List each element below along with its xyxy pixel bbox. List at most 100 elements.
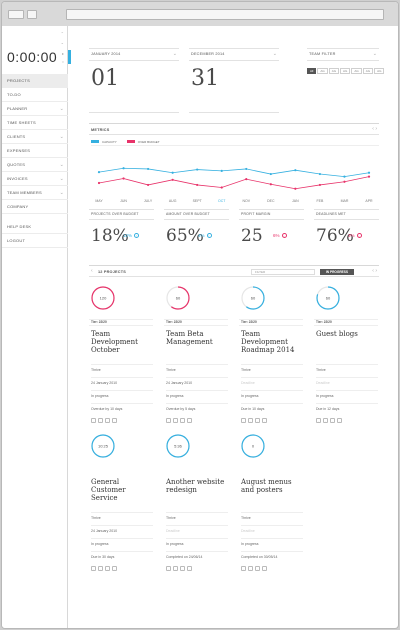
projects-filter-input[interactable]: Filter <box>251 269 315 275</box>
team-filter-option[interactable]: AG <box>317 68 328 74</box>
projects-status-button[interactable]: In progress <box>320 269 354 275</box>
data-point-capacity[interactable] <box>367 171 371 174</box>
team-filter-option[interactable]: AG <box>374 68 385 74</box>
people-icon[interactable]: · <box>105 418 110 423</box>
data-point-capacity[interactable] <box>245 167 248 171</box>
projects-nav-icon[interactable]: ‹ › <box>372 268 377 274</box>
team-filter-option[interactable]: All <box>307 68 317 74</box>
archive-icon[interactable]: · <box>187 418 192 423</box>
people-icon[interactable]: · <box>255 566 260 571</box>
chevron-down-icon[interactable]: ⌄ <box>272 51 277 57</box>
edit-icon[interactable]: · <box>166 418 171 423</box>
team-filter-option[interactable]: AG <box>328 68 340 74</box>
sidebar-item-planner[interactable]: Planner ⌄ <box>2 102 68 116</box>
sidebar-item-clients[interactable]: Clients ⌄ <box>2 130 68 144</box>
chevron-down-icon[interactable]: ⌄ <box>172 51 177 57</box>
metrics-nav-icon[interactable]: ‹ › <box>372 126 377 132</box>
sidebar-item-company[interactable]: Company <box>2 200 68 214</box>
data-point-over-budget[interactable] <box>269 183 272 186</box>
people-icon[interactable]: · <box>330 418 335 423</box>
team-filter-option[interactable]: AG <box>351 68 362 74</box>
archive-icon[interactable]: · <box>187 566 192 571</box>
data-point-over-budget[interactable] <box>318 183 322 187</box>
sidebar-item-time-sheets[interactable]: Time sheets <box>2 116 68 130</box>
timer-up-icon[interactable]: ⌃ <box>60 31 64 36</box>
edit-icon[interactable]: · <box>91 418 96 423</box>
project-title[interactable]: Guest blogs <box>316 330 358 338</box>
data-point-capacity[interactable] <box>294 169 297 172</box>
project-tier: Tier: 22/20 <box>166 320 182 324</box>
time-icon[interactable]: · <box>173 418 178 423</box>
browser-forward-button[interactable] <box>27 10 37 19</box>
timer-play-icon[interactable]: ▸ <box>61 51 64 56</box>
edit-icon[interactable]: · <box>316 418 321 423</box>
people-icon[interactable]: · <box>105 566 110 571</box>
team-filter-option[interactable]: AG <box>362 68 374 74</box>
start-date-picker[interactable]: January 2014 ⌄ 01 <box>89 48 179 118</box>
data-point-capacity[interactable] <box>269 172 272 176</box>
people-icon[interactable]: · <box>180 566 185 571</box>
end-month-label: December 2014 <box>191 52 225 56</box>
data-point-capacity[interactable] <box>122 167 125 170</box>
browser-address-bar[interactable] <box>66 9 384 20</box>
data-point-capacity[interactable] <box>97 171 101 174</box>
time-icon[interactable]: · <box>98 566 103 571</box>
x-tick-label: MAY <box>95 199 103 203</box>
archive-icon[interactable]: · <box>262 566 267 571</box>
archive-icon[interactable]: · <box>337 418 342 423</box>
data-point-capacity[interactable] <box>146 167 150 171</box>
edit-icon[interactable]: · <box>166 566 171 571</box>
progress-ring-value: 10:25 <box>98 444 109 449</box>
edit-icon[interactable]: · <box>241 566 246 571</box>
data-point-over-budget[interactable] <box>220 186 223 189</box>
chevron-down-icon[interactable]: ⌄ <box>372 51 377 57</box>
project-title[interactable]: Another website redesign <box>166 478 225 494</box>
project-title[interactable]: Team Development October <box>91 330 138 354</box>
sidebar-item-invoices[interactable]: Invoices ⌄ <box>2 172 68 186</box>
sidebar-item-expenses[interactable]: Expenses <box>2 144 68 158</box>
project-title[interactable]: Team Beta Management <box>166 330 213 346</box>
archive-icon[interactable]: · <box>112 566 117 571</box>
data-point-capacity[interactable] <box>196 168 199 171</box>
people-icon[interactable]: · <box>255 418 260 423</box>
time-icon[interactable]: · <box>98 418 103 423</box>
data-point-capacity[interactable] <box>220 169 223 172</box>
chevron-left-icon[interactable]: ‹ <box>91 268 93 274</box>
data-point-over-budget[interactable] <box>146 183 150 187</box>
data-point-over-budget[interactable] <box>171 178 174 181</box>
data-point-over-budget[interactable] <box>294 187 297 190</box>
project-title[interactable]: Team Development Roadmap 2014 <box>241 330 295 354</box>
data-point-capacity[interactable] <box>171 171 174 174</box>
project-date: Deadline <box>241 525 303 537</box>
data-point-over-budget[interactable] <box>367 175 371 178</box>
project-title[interactable]: General Customer Service <box>91 478 126 502</box>
timer-down-icon[interactable]: ⌄ <box>60 40 64 45</box>
data-point-over-budget[interactable] <box>97 181 101 185</box>
data-point-over-budget[interactable] <box>122 177 125 180</box>
data-point-over-budget[interactable] <box>245 178 248 181</box>
browser-back-button[interactable] <box>8 10 24 19</box>
archive-icon[interactable]: · <box>262 418 267 423</box>
data-point-over-budget[interactable] <box>196 183 199 187</box>
sidebar-item-team-members[interactable]: Team members ⌄ <box>2 186 68 200</box>
people-icon[interactable]: · <box>180 418 185 423</box>
time-icon[interactable]: · <box>248 418 253 423</box>
sidebar-item-help-desk[interactable]: Help desk <box>2 220 68 234</box>
edit-icon[interactable]: · <box>91 566 96 571</box>
sidebar-item-projects[interactable]: Projects <box>2 74 68 88</box>
data-point-capacity[interactable] <box>343 175 346 178</box>
time-icon[interactable]: · <box>323 418 328 423</box>
time-icon[interactable]: · <box>173 566 178 571</box>
data-point-over-budget[interactable] <box>343 180 346 183</box>
data-point-capacity[interactable] <box>318 172 322 176</box>
timer-reset-icon[interactable]: ○ <box>61 59 64 64</box>
edit-icon[interactable]: · <box>241 418 246 423</box>
archive-icon[interactable]: · <box>112 418 117 423</box>
project-title[interactable]: August menus and posters <box>241 478 292 494</box>
time-icon[interactable]: · <box>248 566 253 571</box>
sidebar-item-to-do[interactable]: To-do <box>2 88 68 102</box>
sidebar-item-quotes[interactable]: Quotes ⌄ <box>2 158 68 172</box>
end-date-picker[interactable]: December 2014 ⌄ 31 <box>189 48 279 118</box>
sidebar-item-logout[interactable]: Logout <box>2 234 68 248</box>
team-filter-option[interactable]: AG <box>340 68 351 74</box>
